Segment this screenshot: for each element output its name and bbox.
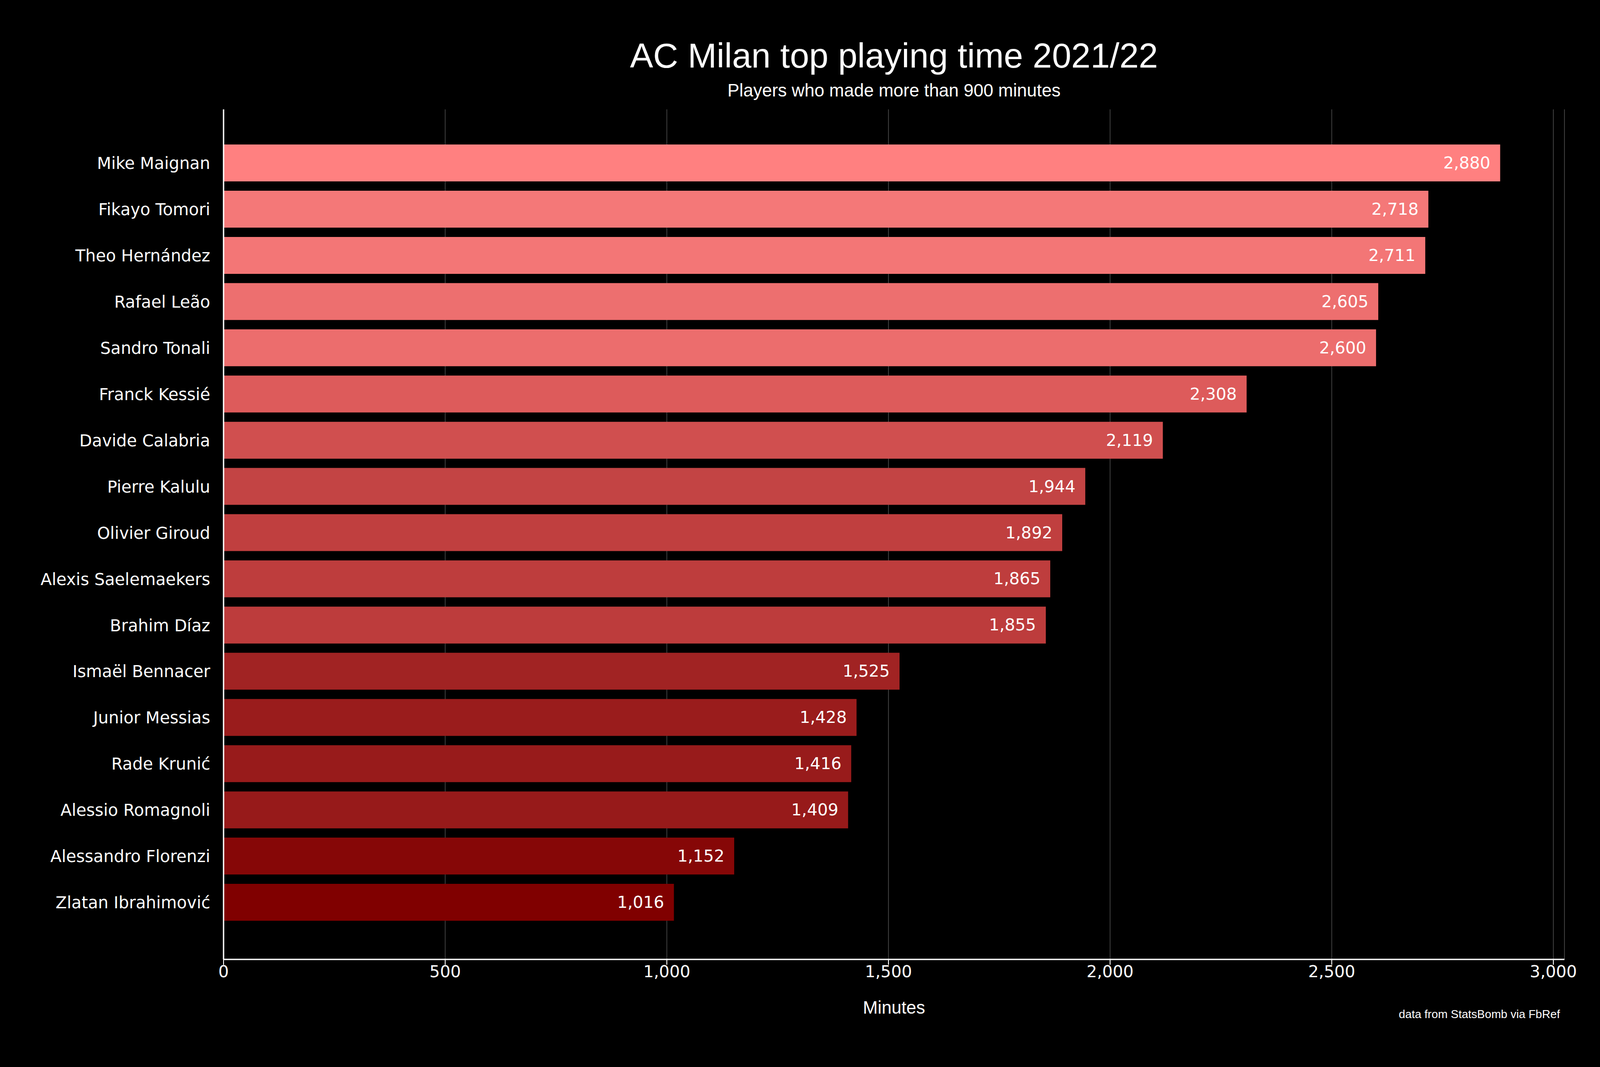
svg-text:2,880: 2,880 xyxy=(1443,153,1491,173)
svg-text:1,428: 1,428 xyxy=(799,707,847,727)
svg-text:2,119: 2,119 xyxy=(1105,430,1153,450)
svg-text:1,892: 1,892 xyxy=(1005,523,1053,543)
svg-text:Rafael Leão: Rafael Leão xyxy=(114,292,211,312)
svg-text:Zlatan Ibrahimović: Zlatan Ibrahimović xyxy=(55,892,211,912)
svg-text:1,500: 1,500 xyxy=(864,961,912,981)
svg-text:Brahim Díaz: Brahim Díaz xyxy=(109,616,211,636)
svg-text:Alessio Romagnoli: Alessio Romagnoli xyxy=(60,800,211,820)
svg-text:1,000: 1,000 xyxy=(643,961,691,981)
svg-text:Pierre Kalulu: Pierre Kalulu xyxy=(107,477,211,497)
svg-text:Ismaël Bennacer: Ismaël Bennacer xyxy=(72,661,211,681)
html-text:Players who made more than 900: Players who made more than 900 minutes xyxy=(727,80,1061,100)
svg-text:2,308: 2,308 xyxy=(1189,384,1237,404)
svg-text:2,500: 2,500 xyxy=(1308,961,1356,981)
svg-text:1,865: 1,865 xyxy=(993,568,1041,588)
svg-text:1,944: 1,944 xyxy=(1028,476,1076,496)
svg-text:1,016: 1,016 xyxy=(616,892,664,912)
svg-text:Alessandro Florenzi: Alessandro Florenzi xyxy=(50,846,211,866)
svg-text:1,525: 1,525 xyxy=(842,661,890,681)
svg-text:1,416: 1,416 xyxy=(794,753,842,773)
svg-text:Junior Messias: Junior Messias xyxy=(92,708,211,728)
svg-text:2,711: 2,711 xyxy=(1368,245,1416,265)
svg-text:2,605: 2,605 xyxy=(1321,292,1369,312)
svg-text:Olivier Giroud: Olivier Giroud xyxy=(96,523,211,543)
svg-text:1,855: 1,855 xyxy=(988,615,1036,635)
svg-text:Alexis Saelemaekers: Alexis Saelemaekers xyxy=(40,569,211,589)
svg-text:Franck Kessié: Franck Kessié xyxy=(99,384,211,404)
svg-text:500: 500 xyxy=(429,961,461,981)
svg-text:1,409: 1,409 xyxy=(791,800,839,820)
svg-text:2,600: 2,600 xyxy=(1319,338,1367,358)
svg-text:3,000: 3,000 xyxy=(1529,961,1577,981)
svg-text:Mike Maignan: Mike Maignan xyxy=(96,153,211,173)
svg-text:Theo Hernández: Theo Hernández xyxy=(74,246,211,266)
svg-text:Fikayo Tomori: Fikayo Tomori xyxy=(98,200,211,220)
svg-text:Rade Krunić: Rade Krunić xyxy=(111,754,211,774)
svg-text:Davide Calabria: Davide Calabria xyxy=(79,431,211,451)
html-text:data from StatsBomb via FbRef: data from StatsBomb via FbRef xyxy=(1398,1007,1560,1021)
svg-text:Sandro Tonali: Sandro Tonali xyxy=(100,338,211,358)
svg-text:1,152: 1,152 xyxy=(677,846,725,866)
svg-text:Minutes: Minutes xyxy=(862,997,925,1017)
html-text:AC Milan top playing time 2021: AC Milan top playing time 2021/22 xyxy=(630,36,1158,76)
svg-text:2,718: 2,718 xyxy=(1371,199,1419,219)
svg-text:0: 0 xyxy=(218,961,229,981)
svg-text:2,000: 2,000 xyxy=(1086,961,1134,981)
